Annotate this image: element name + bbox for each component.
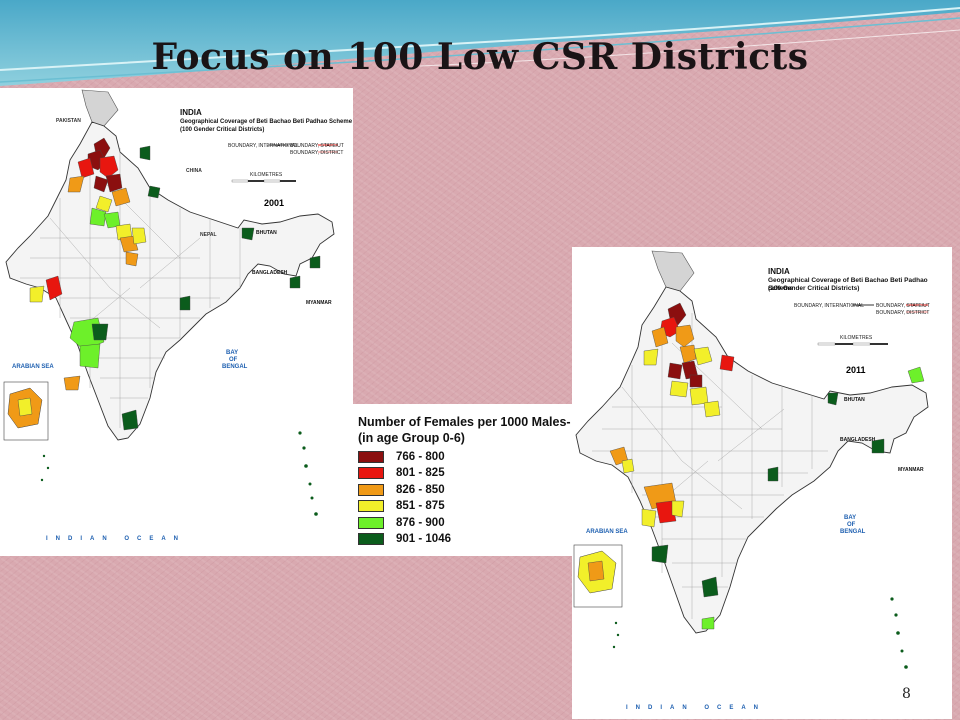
map-2001-bay-2: OF	[229, 357, 238, 363]
legend-label: 766 - 800	[396, 450, 445, 463]
india-map-2001	[0, 88, 353, 556]
map-2001-country: INDIA	[180, 108, 202, 117]
legend-item: 876 - 900	[358, 516, 445, 529]
map-2011-country: INDIA	[768, 267, 790, 276]
legend-swatch	[358, 516, 384, 529]
legend-title-line-1: Number of Females per 1000 Males-	[358, 415, 571, 429]
map-2011-year: 2011	[846, 365, 866, 375]
map-2001-bangladesh: BANGLADESH	[252, 270, 288, 276]
legend-item: 826 - 850	[358, 483, 445, 496]
map-2011-boundary-state: BOUNDARY, STATE/UT	[876, 303, 930, 309]
legend-label: 851 - 875	[396, 500, 445, 512]
map-2001-nepal: NEPAL	[200, 232, 217, 238]
map-2011-myanmar: MYANMAR	[898, 467, 924, 473]
map-2001-myanmar: MYANMAR	[306, 300, 332, 306]
legend-label: 826 - 850	[396, 483, 445, 496]
map-2011-scale-label: KILOMETRES	[840, 335, 873, 341]
map-2011-bhutan: BHUTAN	[844, 397, 865, 403]
legend-panel: Number of Females per 1000 Males- (in ag…	[340, 404, 572, 556]
legend-item: 766 - 800	[358, 450, 445, 463]
map-2001-boundary-intl: BOUNDARY, INTERNATIONAL	[228, 143, 299, 149]
legend-label: 876 - 900	[396, 516, 445, 529]
map-2011-bay-3: BENGAL	[840, 529, 866, 535]
map-2001-bay-1: BAY	[226, 350, 239, 356]
map-2001-arabian-sea: ARABIAN SEA	[12, 364, 54, 370]
map-2001-year: 2001	[264, 198, 285, 208]
decorative-header-swoosh	[0, 0, 960, 86]
map-2011-bay-1: BAY	[844, 515, 857, 521]
legend-title: Number of Females per 1000 Males- (in ag…	[358, 414, 572, 446]
map-2001-indian-ocean: INDIAN OCEAN	[46, 536, 187, 542]
legend-swatch	[358, 500, 384, 512]
map-2001-boundary-district: BOUNDARY, DISTRICT	[290, 150, 344, 156]
legend-title-line-2: (in age Group 0-6)	[358, 431, 465, 445]
map-2001-panel: INDIA Geographical Coverage of Beti Bach…	[0, 88, 353, 556]
map-2011-boundary-intl: BOUNDARY, INTERNATIONAL	[794, 303, 865, 309]
legend-swatch	[358, 533, 384, 545]
legend-item: 901 - 1046	[358, 533, 451, 546]
legend-label: 901 - 1046	[396, 533, 451, 545]
india-map-2011	[572, 247, 952, 719]
map-2001-bay-3: BENGAL	[222, 364, 248, 370]
slide-title: Focus on 100 Low CSR Districts	[151, 36, 809, 78]
map-2001-china: CHINA	[186, 168, 202, 174]
map-2011-subtitle-1: Geographical Coverage of Beti Bachao Bet…	[768, 277, 928, 292]
legend-label: 801 - 825	[396, 467, 445, 479]
map-2001-pakistan: PAKISTAN	[56, 118, 81, 124]
map-2001-subtitle-2: (100 Gender Critical Districts)	[180, 127, 265, 133]
legend-swatch	[358, 483, 384, 496]
map-2011-panel: INDIA Geographical Coverage of Beti Bach…	[572, 247, 952, 719]
map-2011-bay-2: OF	[847, 522, 856, 528]
map-2011-bangladesh: BANGLADESH	[840, 437, 876, 443]
legend-swatch	[358, 467, 384, 479]
map-2011-boundary-district: BOUNDARY, DISTRICT	[876, 310, 930, 316]
legend-item: 851 - 875	[358, 500, 445, 513]
legend-swatch	[358, 450, 384, 463]
map-2011-subtitle-2: (100 Gender Critical Districts)	[768, 285, 860, 292]
map-2011-indian-ocean: INDIAN OCEAN	[626, 705, 767, 711]
page-number: 8	[902, 686, 911, 702]
map-2011-arabian-sea: ARABIAN SEA	[586, 529, 628, 535]
map-2001-subtitle-1: Geographical Coverage of Beti Bachao Bet…	[180, 119, 353, 125]
map-2001-scale-label: KILOMETRES	[250, 172, 283, 178]
map-2001-boundary-state: BOUNDARY, STATE/UT	[290, 143, 344, 149]
legend-item: 801 - 825	[358, 467, 445, 480]
map-2001-bhutan: BHUTAN	[256, 230, 277, 236]
